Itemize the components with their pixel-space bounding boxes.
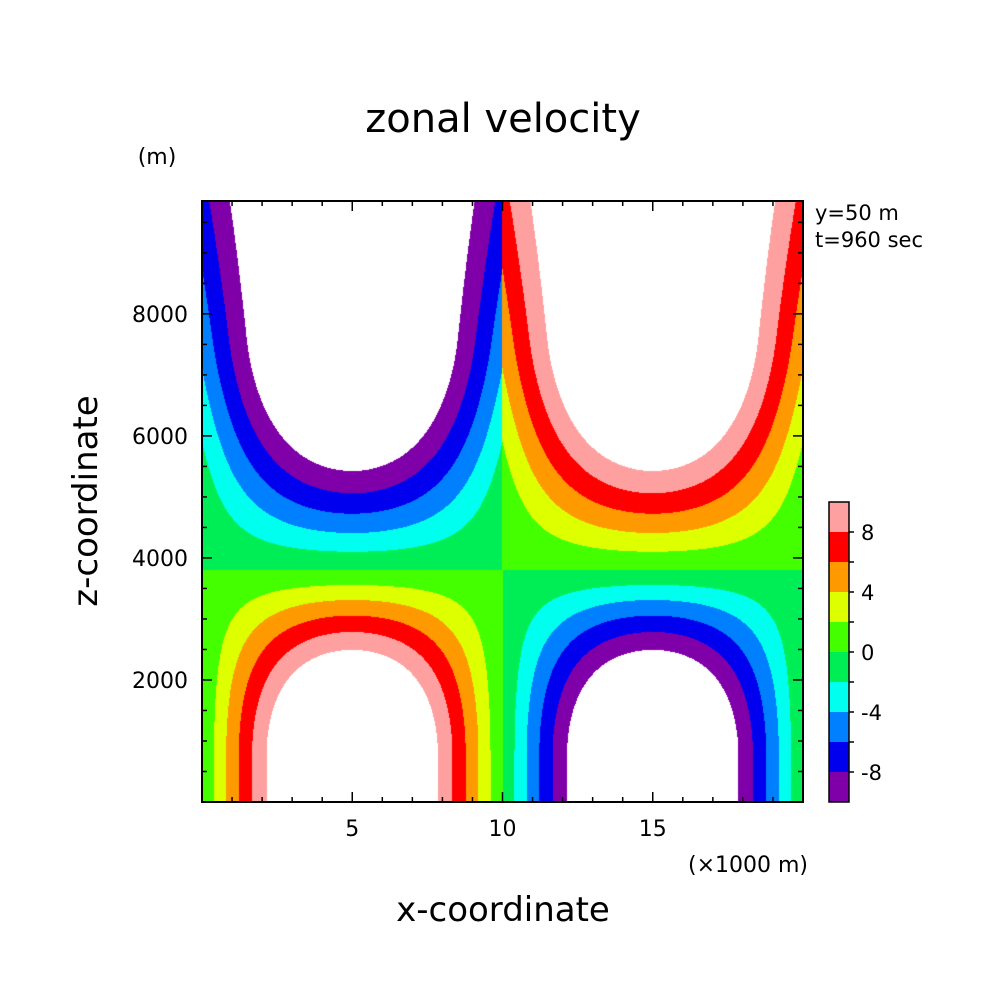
annotation-y-position: y=50 m [815,201,899,225]
colorbar-swatch [829,742,849,772]
x-unit-label: (×1000 m) [688,853,808,878]
colorbar-label: 8 [861,521,874,545]
x-axis-label: x-coordinate [396,890,610,930]
y-unit-label: (m) [138,145,177,170]
colorbar-label: 4 [861,581,874,605]
annotation-group: y=50 m t=960 sec [815,201,923,252]
y-tick-label: 2000 [132,669,188,694]
plot-area [201,200,804,803]
colorbar-swatch [829,622,849,652]
colorbar-swatch [829,532,849,562]
colorbar: 8 4 0 -4 -8 [828,501,882,803]
colorbar-swatch [829,652,849,682]
colorbar-label: 0 [861,641,874,665]
colorbar-label: -4 [861,701,882,725]
x-tick-label: 10 [489,817,517,842]
x-tick-label: 15 [639,817,667,842]
y-axis-label: z-coordinate [66,395,106,606]
colorbar-swatch [829,712,849,742]
y-tick-label: 6000 [132,425,188,450]
colorbar-swatch [829,502,849,532]
annotation-time: t=960 sec [815,228,923,252]
y-tick-label: 4000 [132,547,188,572]
chart-title: zonal velocity [365,96,641,142]
x-tick-label: 5 [345,817,359,842]
colorbar-label: -8 [861,761,882,785]
contour-field [202,201,803,802]
colorbar-swatch [829,562,849,592]
axis-ticks: 5 10 15 2000 4000 6000 8000 [132,201,804,842]
colorbar-swatch [829,592,849,622]
colorbar-swatch [829,682,849,712]
y-tick-label: 8000 [132,303,188,328]
colorbar-swatch [829,772,849,802]
